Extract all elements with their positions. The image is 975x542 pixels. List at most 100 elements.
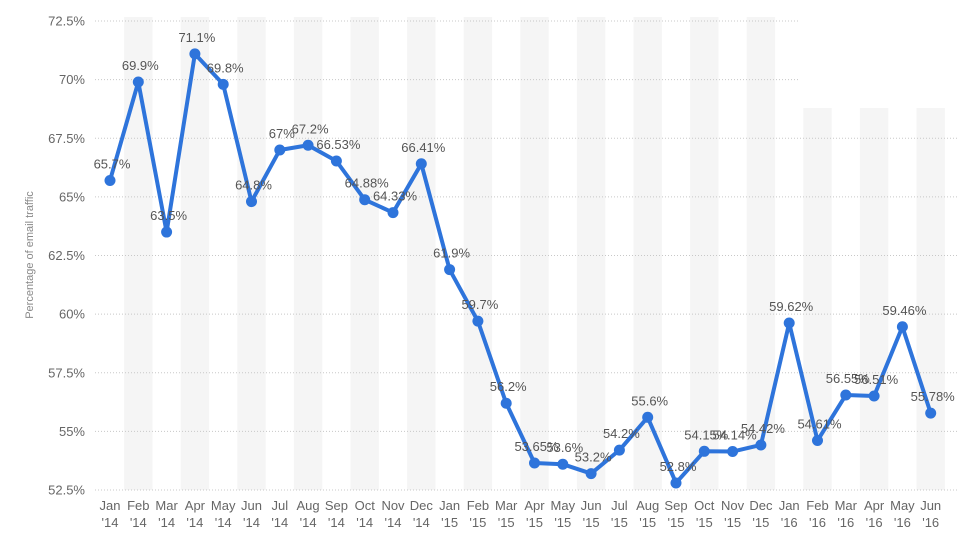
column-band	[124, 17, 153, 490]
y-axis-ticks: 52.5% 55% 57.5% 60% 62.5% 65% 67.5% 70% 72.5%	[48, 14, 85, 498]
x-tick-year: '15	[469, 515, 486, 530]
x-tick-label: Feb	[806, 498, 828, 513]
x-tick-year: '15	[498, 515, 515, 530]
data-label: 55.78%	[911, 389, 956, 404]
column-band	[576, 17, 606, 490]
x-tick-label: Dec	[410, 498, 434, 513]
x-tick-year: '14	[186, 515, 203, 530]
x-tick-year: '16	[866, 515, 883, 530]
x-tick-year: '14	[271, 515, 288, 530]
x-tick-label: Aug	[636, 498, 659, 513]
x-tick-year: '14	[243, 515, 260, 530]
data-point	[642, 411, 654, 423]
x-tick-year: '14	[130, 515, 147, 530]
x-tick-year: '15	[752, 515, 769, 530]
column-band	[633, 17, 662, 490]
data-label: 67%	[269, 126, 295, 141]
x-tick-label: Feb	[127, 498, 149, 513]
y-tick-label: 57.5%	[48, 365, 85, 380]
column-band	[180, 17, 210, 490]
x-tick-label: Jan	[439, 498, 460, 513]
data-label: 53.6%	[546, 440, 583, 455]
x-tick-year: '14	[102, 515, 119, 530]
data-point	[246, 196, 257, 208]
column-band	[859, 108, 889, 490]
data-label: 59.46%	[882, 303, 927, 318]
data-label: 56.55%	[826, 371, 871, 386]
x-tick-label: Jul	[611, 498, 628, 513]
x-tick-year: '16	[837, 515, 854, 530]
x-tick-label: Jul	[271, 498, 288, 513]
y-tick-label: 72.5%	[48, 14, 85, 29]
data-label: 54.2%	[603, 426, 640, 441]
data-label: 67.2%	[292, 121, 329, 136]
data-label: 52.8%	[660, 459, 697, 474]
x-tick-year: '15	[441, 515, 458, 530]
column-band	[690, 17, 719, 490]
data-label: 54.42%	[741, 421, 786, 436]
data-label: 55.6%	[631, 393, 668, 408]
data-point	[359, 194, 371, 206]
y-tick-label: 65%	[59, 189, 85, 204]
y-tick-label: 55%	[59, 424, 85, 439]
data-point	[472, 315, 484, 327]
x-tick-label: Dec	[749, 498, 773, 513]
x-tick-year: '14	[300, 515, 317, 530]
x-tick-year: '16	[781, 515, 798, 530]
y-tick-label: 52.5%	[48, 483, 85, 498]
x-tick-year: '15	[583, 515, 600, 530]
column-band	[520, 17, 549, 490]
data-point	[104, 174, 116, 186]
x-tick-year: '15	[611, 515, 628, 530]
x-tick-year: '15	[639, 515, 656, 530]
series-line	[108, 51, 933, 485]
column-band	[350, 17, 379, 490]
data-point	[670, 477, 682, 489]
data-point	[529, 457, 540, 469]
x-tick-label: Jun	[581, 498, 602, 513]
data-point	[500, 397, 512, 409]
data-point	[925, 407, 937, 419]
x-tick-year: '15	[696, 515, 713, 530]
data-point	[557, 458, 569, 470]
x-tick-label: Jan	[100, 498, 121, 513]
data-point	[274, 144, 286, 156]
data-point	[161, 226, 173, 238]
x-tick-label: Jan	[779, 498, 800, 513]
x-tick-label: Jun	[241, 498, 262, 513]
x-tick-label: Nov	[721, 498, 745, 513]
x-tick-year: '14	[356, 515, 373, 530]
data-label: 54.61%	[797, 417, 842, 432]
data-point	[189, 48, 201, 60]
x-tick-year: '15	[526, 515, 543, 530]
x-tick-year: '14	[413, 515, 430, 530]
x-tick-label: Aug	[297, 498, 320, 513]
data-label: 53.65%	[514, 439, 559, 454]
x-tick-year: '15	[554, 515, 571, 530]
x-tick-label: Oct	[355, 498, 376, 513]
x-tick-label: May	[211, 498, 236, 513]
x-tick-label: May	[890, 498, 915, 513]
x-tick-year: '14	[385, 515, 402, 530]
x-tick-label: Nov	[381, 498, 405, 513]
data-label: 56.2%	[490, 379, 527, 394]
data-point	[444, 264, 456, 276]
x-tick-year: '15	[724, 515, 741, 530]
data-label: 59.62%	[769, 299, 814, 314]
data-label: 64.8%	[235, 178, 272, 193]
data-point	[868, 390, 880, 402]
data-point	[415, 158, 427, 170]
y-tick-label: 70%	[59, 72, 85, 87]
data-point	[585, 468, 597, 480]
data-label: 65.7%	[94, 156, 131, 171]
data-labels: 65.7%69.9%63.5%71.1%69.8%64.8%67%67.2%66…	[94, 30, 956, 474]
data-point	[783, 317, 795, 329]
data-point	[698, 445, 710, 457]
column-band	[407, 17, 436, 490]
data-point	[132, 76, 144, 88]
x-tick-label: Oct	[694, 498, 715, 513]
x-tick-year: '14	[215, 515, 232, 530]
y-axis-title: Percentage of email traffic	[24, 191, 36, 319]
